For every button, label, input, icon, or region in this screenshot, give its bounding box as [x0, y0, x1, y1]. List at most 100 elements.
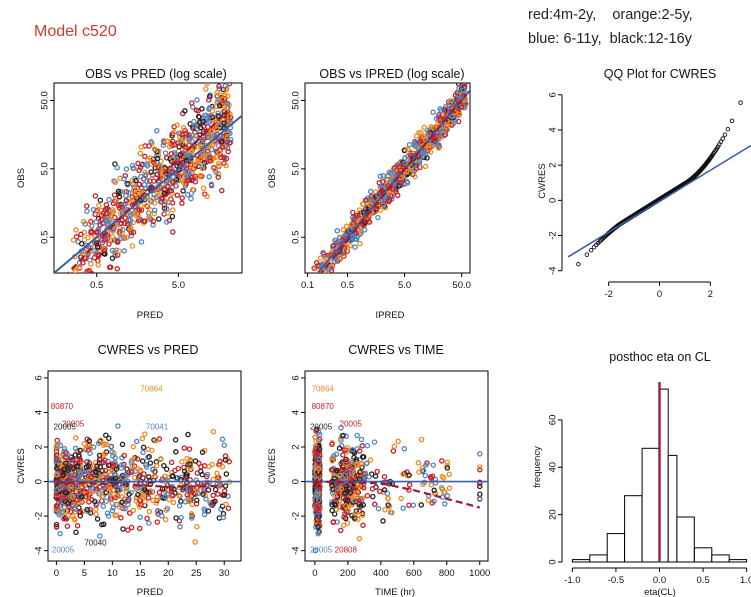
obs-vs-pred-point	[215, 174, 221, 180]
obs-vs-pred-point	[104, 205, 111, 212]
cwres-vs-time-point	[375, 505, 382, 512]
cwres-vs-time-point	[352, 516, 358, 522]
cwres-vs-pred-point	[118, 515, 124, 521]
cwres-vs-pred-x-tick-label: 15	[135, 568, 146, 579]
obs-vs-pred-point	[107, 264, 113, 271]
obs-vs-pred-point	[106, 196, 112, 203]
obs-vs-ipred-axes: 0.1 0.5 5.0 50.0 0.5 5.0 50.0 OBS vs IPRED (log…	[267, 67, 471, 321]
obs-vs-pred-point	[188, 174, 195, 181]
cwres-vs-pred-point	[187, 492, 193, 499]
cwres-vs-pred-x-tick-label: 5	[82, 568, 87, 579]
obs-vs-pred-point	[222, 83, 229, 89]
cwres-vs-time-point	[354, 489, 360, 496]
obs-vs-pred-point	[188, 195, 194, 202]
cwres-vs-pred-point	[172, 467, 178, 474]
obs-vs-ipred-point	[461, 83, 468, 87]
obs-vs-pred-point	[170, 174, 176, 180]
cwres-vs-pred-point	[135, 466, 141, 472]
obs-vs-pred-point	[73, 234, 80, 240]
obs-vs-pred-point	[165, 198, 171, 205]
posthoc-eta-cl-y-label: frequency	[532, 446, 543, 488]
cwres-vs-pred-point	[146, 453, 152, 460]
cwres-vs-pred-point	[203, 496, 209, 502]
obs-vs-ipred-point	[411, 161, 418, 168]
obs-vs-pred-point	[124, 221, 131, 227]
cwres-vs-time-point	[355, 516, 361, 523]
obs-vs-pred-point	[142, 153, 148, 160]
cwres-vs-pred-y-tick-label: -4	[34, 546, 45, 554]
cwres-vs-time-point	[401, 446, 408, 452]
cwres-vs-pred-point	[103, 498, 110, 504]
cwres-vs-time-point	[356, 448, 363, 454]
qq-cwres-x-tick-label: -2	[604, 289, 612, 300]
cwres-vs-pred-point	[64, 523, 71, 529]
cwres-vs-pred-point	[62, 489, 69, 496]
qq-cwres-point	[725, 126, 731, 132]
cwres-vs-pred-point	[100, 459, 107, 466]
obs-vs-pred-point	[117, 188, 124, 195]
obs-vs-pred-point	[91, 254, 98, 261]
cwres-vs-time-point	[316, 507, 322, 514]
cwres-vs-pred-point	[69, 457, 76, 463]
cwres-vs-pred-point	[53, 487, 60, 493]
obs-vs-pred-point	[117, 225, 124, 232]
cwres-vs-pred-point	[128, 524, 135, 531]
cwres-vs-pred-point	[79, 494, 85, 500]
obs-vs-pred-point	[80, 260, 86, 266]
cwres-vs-time-point	[359, 464, 365, 470]
cwres-vs-pred-point	[198, 463, 204, 470]
posthoc-eta-cl-x-tick-label: 1.0	[740, 575, 751, 586]
qq-cwres-point	[598, 237, 604, 243]
cwres-vs-time-point	[381, 473, 388, 480]
obs-vs-pred-point	[169, 138, 176, 145]
obs-vs-pred-point	[90, 206, 97, 213]
cwres-vs-pred-point	[93, 511, 99, 517]
posthoc-eta-cl-bar	[728, 559, 748, 563]
cwres-vs-time-point	[430, 462, 437, 468]
qq-cwres-x-tick-label: 2	[708, 289, 713, 300]
obs-vs-ipred-point	[396, 164, 403, 170]
obs-vs-pred-point	[70, 237, 77, 243]
cwres-vs-time-point-label: 80870	[312, 402, 335, 411]
obs-vs-pred-point	[194, 97, 200, 103]
obs-vs-pred-x-tick-label: 5.0	[172, 280, 185, 291]
obs-vs-pred-point	[169, 190, 175, 197]
cwres-vs-time-point	[348, 460, 355, 466]
obs-vs-ipred-point	[464, 77, 468, 81]
cwres-vs-pred-point	[53, 508, 60, 515]
cwres-vs-pred-point	[106, 489, 112, 495]
cwres-vs-pred-point	[210, 428, 217, 435]
cwres-vs-time-point	[312, 453, 319, 459]
obs-vs-pred-point	[142, 218, 148, 224]
obs-vs-ipred-point	[402, 155, 408, 161]
cwres-vs-pred-point	[121, 452, 127, 459]
obs-vs-pred-point	[94, 244, 101, 250]
cwres-vs-pred-point	[96, 489, 103, 496]
obs-vs-pred-point	[138, 203, 144, 209]
obs-vs-ipred-trend-line	[320, 93, 468, 273]
obs-vs-ipred-point	[443, 123, 450, 130]
obs-vs-pred-point	[117, 210, 124, 217]
cwres-vs-pred-point	[144, 515, 150, 522]
cwres-vs-pred-point	[153, 500, 159, 506]
cwres-vs-time-y-tick-label: -2	[291, 512, 302, 520]
cwres-vs-time-point	[337, 472, 343, 479]
cwres-vs-pred-x-tick-label: 0	[54, 568, 59, 579]
obs-vs-ipred-point	[358, 230, 364, 236]
obs-vs-pred-point	[108, 214, 114, 220]
posthoc-eta-cl-y-tick-label: 60	[548, 415, 559, 426]
obs-vs-ipred-point	[352, 244, 358, 250]
obs-vs-pred-point	[124, 182, 131, 188]
obs-vs-ipred-point	[413, 133, 420, 139]
obs-vs-pred-point	[204, 83, 210, 87]
qq-cwres-point	[722, 132, 728, 137]
cwres-vs-pred-point	[72, 445, 79, 452]
cwres-vs-pred-point	[74, 483, 81, 489]
obs-vs-pred-point	[121, 248, 128, 254]
cwres-vs-time-point	[340, 452, 346, 458]
obs-vs-pred-point	[214, 149, 220, 155]
obs-vs-pred-point	[131, 165, 137, 172]
cwres-vs-pred-point	[53, 490, 60, 496]
cwres-vs-pred-trend-line	[56, 481, 225, 488]
obs-vs-ipred-point	[361, 227, 368, 233]
